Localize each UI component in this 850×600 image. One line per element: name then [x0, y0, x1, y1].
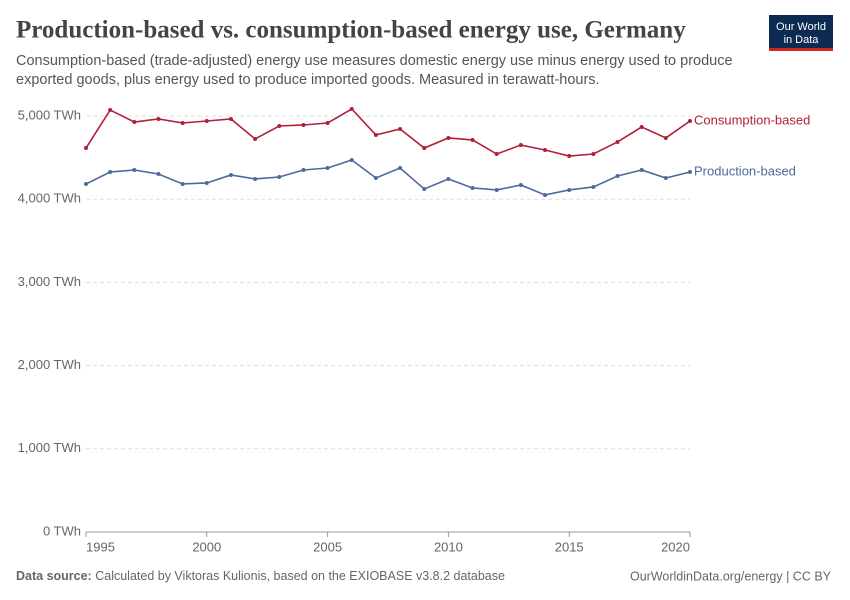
data-point: [277, 174, 282, 179]
y-tick-label: 1,000 TWh: [18, 440, 81, 455]
data-point: [132, 167, 137, 172]
data-point: [688, 118, 692, 123]
chart-title: Production-based vs. consumption-based e…: [16, 17, 686, 44]
footer-source: Data source: Calculated by Viktoras Kuli…: [16, 569, 505, 583]
data-point: [639, 167, 644, 172]
footer-credit: OurWorldinData.org/energy | CC BY: [630, 569, 832, 583]
y-tick-label: 5,000 TWh: [18, 107, 81, 122]
data-point: [567, 187, 572, 192]
data-point: [398, 126, 403, 131]
data-point: [325, 120, 330, 125]
data-point: [84, 181, 88, 186]
data-point: [615, 173, 620, 178]
data-point: [543, 192, 548, 197]
data-point: [156, 171, 161, 176]
data-point: [518, 182, 523, 187]
logo: [769, 15, 833, 51]
x-tick-label: 2005: [313, 539, 342, 554]
data-point: [591, 152, 596, 157]
data-point: [108, 108, 113, 113]
data-point: [325, 166, 330, 170]
series-label: Production-based: [694, 163, 796, 178]
logo-bar: [769, 48, 833, 51]
data-point: [470, 137, 475, 142]
data-point: [180, 120, 185, 125]
data-point: [132, 119, 137, 124]
series-line: [85, 159, 691, 196]
data-point: [373, 132, 378, 137]
data-point: [518, 143, 523, 148]
x-tick-label: 1995: [86, 539, 115, 554]
y-tick-label: 4,000 TWh: [18, 191, 81, 206]
data-point: [156, 116, 161, 121]
y-tick-label: 0 TWh: [43, 523, 81, 538]
data-point: [543, 148, 548, 153]
source: Calculated by Viktoras Kulionis, based o…: [95, 569, 505, 583]
data-point: [567, 154, 572, 159]
data-point: [663, 135, 668, 140]
source-label: Data source:: [16, 569, 92, 583]
data-point: [253, 176, 258, 181]
data-point: [422, 146, 427, 151]
logo-text: in Data: [784, 34, 820, 46]
x-tick-label: 2010: [434, 539, 463, 554]
data-point: [446, 176, 451, 181]
data-point: [494, 152, 499, 157]
logo-text: Our World: [776, 21, 826, 33]
data-point: [591, 184, 596, 189]
x-tick-label: 2000: [192, 539, 221, 554]
x-tick-label: 2015: [555, 539, 584, 554]
data-point: [108, 169, 113, 174]
data-point: [349, 158, 354, 163]
data-point: [301, 122, 306, 127]
data-point: [639, 124, 644, 129]
data-point: [373, 175, 378, 180]
data-point: [204, 180, 209, 185]
data-point: [180, 181, 185, 186]
data-point: [228, 172, 233, 177]
x-tick-label: 2020: [661, 539, 690, 554]
data-point: [688, 169, 692, 174]
data-point: [422, 186, 427, 191]
data-point: [277, 123, 282, 128]
data-point: [663, 175, 668, 180]
data-point: [228, 116, 233, 121]
data-point: [398, 166, 403, 170]
data-point: [204, 118, 209, 123]
data-point: [494, 187, 499, 192]
subtitle: exported goods, plus energy used to prod…: [16, 72, 600, 88]
data-point: [446, 135, 451, 140]
data-point: [470, 185, 475, 190]
data-point: [615, 139, 620, 144]
y-tick-label: 3,000 TWh: [18, 274, 81, 289]
series-line: [85, 107, 691, 157]
series-label: Consumption-based: [694, 112, 810, 127]
data-point: [349, 107, 354, 112]
subtitle: Consumption-based (trade-adjusted) energ…: [16, 53, 733, 69]
data-point: [301, 167, 306, 172]
y-tick-label: 2,000 TWh: [18, 357, 81, 372]
data-point: [84, 146, 88, 151]
data-point: [253, 136, 258, 141]
